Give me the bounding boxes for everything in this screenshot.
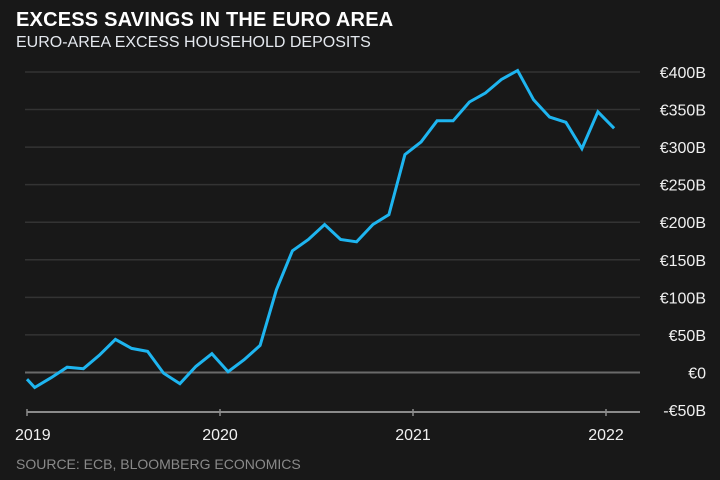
x-tick-label: 2020: [202, 427, 238, 444]
x-axis: 2019 2020 2021 2022: [15, 409, 640, 444]
y-tick-label: €350B: [660, 103, 706, 120]
y-tick-label: €300B: [660, 140, 706, 157]
gridlines: [25, 71, 640, 374]
chart-subtitle: EURO-AREA EXCESS HOUSEHOLD DEPOSITS: [16, 34, 371, 51]
series-layer: [25, 68, 616, 390]
y-tick-label: €150B: [660, 253, 706, 270]
y-tick-label: €400B: [660, 65, 706, 82]
y-tick-label: -€50B: [663, 403, 706, 420]
chart-title: EXCESS SAVINGS IN THE EURO AREA: [16, 9, 394, 31]
x-tick-label: 2021: [395, 427, 431, 444]
series-line: [25, 68, 616, 390]
y-tick-label: €50B: [669, 328, 706, 345]
y-tick-label: €250B: [660, 178, 706, 195]
source-note: SOURCE: ECB, BLOOMBERG ECONOMICS: [16, 456, 301, 472]
y-tick-label: €0: [688, 365, 706, 382]
x-tick-label: 2022: [588, 427, 624, 444]
y-tick-label: €100B: [660, 290, 706, 307]
y-axis: €400B €350B €300B €250B €200B €150B €100B €50B €…: [660, 65, 706, 420]
y-tick-label: €200B: [660, 215, 706, 232]
x-tick-label: 2019: [15, 427, 51, 444]
